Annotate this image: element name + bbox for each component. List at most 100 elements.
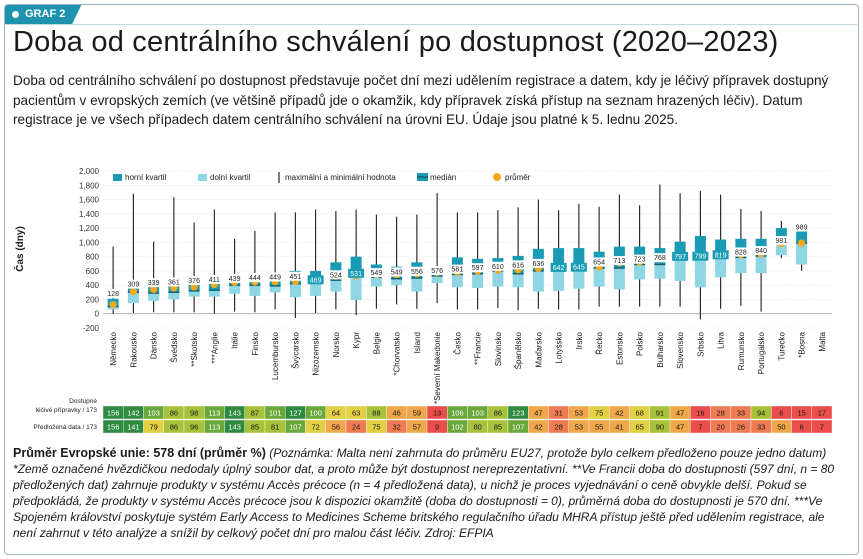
submitted-value: 56 xyxy=(332,423,340,432)
box-upper-quartile xyxy=(674,241,686,260)
available-value: 6 xyxy=(779,409,783,418)
mean-label: 768 xyxy=(654,255,666,262)
country-label: Lotyšsko xyxy=(555,331,564,363)
mean-dot xyxy=(150,285,158,294)
mean-label: 531 xyxy=(350,271,362,278)
box-lower-quartile xyxy=(532,270,544,292)
mean-label-bg xyxy=(692,251,709,261)
mean-label-bg xyxy=(368,268,385,278)
available-value: 86 xyxy=(494,409,502,418)
mean-label-bg xyxy=(429,266,446,276)
available-value: 127 xyxy=(289,409,302,418)
available-value: 47 xyxy=(676,409,684,418)
available-cell xyxy=(811,405,833,420)
mean-label: 128 xyxy=(107,291,119,298)
submitted-value: 79 xyxy=(149,423,157,432)
available-value: 103 xyxy=(147,409,160,418)
box-lower-quartile xyxy=(634,264,646,280)
box-upper-quartile xyxy=(350,256,362,273)
y-tick-label: 1,400 xyxy=(79,210,100,219)
box-upper-quartile xyxy=(775,228,787,243)
mean-label-bg xyxy=(753,246,770,256)
country-label: Irsko xyxy=(575,331,584,349)
country-label: Rumunsko xyxy=(737,331,746,370)
box-lower-quartile xyxy=(492,270,504,287)
mean-label-bg xyxy=(327,270,344,280)
mean-label-bg xyxy=(510,260,527,270)
box-lower-quartile xyxy=(593,268,605,287)
box-lower-quartile xyxy=(208,290,220,297)
country-label: Maďarsko xyxy=(534,331,543,367)
country-label: Švýcarsko xyxy=(291,331,300,368)
y-tick-label: 1,000 xyxy=(79,238,100,247)
box-lower-quartile xyxy=(553,268,565,291)
country-label: **Francie xyxy=(474,331,483,364)
available-value: 53 xyxy=(575,409,583,418)
box-lower-quartile xyxy=(735,257,747,274)
box-lower-quartile xyxy=(391,278,403,286)
figure-tag: GRAF 2 xyxy=(5,5,82,24)
legend-item: horní kvartil xyxy=(125,173,167,182)
submitted-value: 26 xyxy=(737,423,745,432)
country-label: *Bosna xyxy=(798,331,807,357)
box-lower-quartile xyxy=(330,280,342,292)
available-value: 33 xyxy=(737,409,745,418)
country-label: Řecko xyxy=(595,331,604,354)
mean-label-bg xyxy=(206,274,223,284)
country-label: Belgie xyxy=(372,331,381,354)
country-label: *Chorvatsko xyxy=(393,331,402,375)
mean-label-bg xyxy=(165,277,182,287)
submitted-value: 85 xyxy=(251,423,259,432)
available-value: 47 xyxy=(534,409,542,418)
submitted-value: 9 xyxy=(435,423,439,432)
submitted-value: 55 xyxy=(595,423,603,432)
submitted-value: 156 xyxy=(107,423,120,432)
submitted-value: 72 xyxy=(311,423,319,432)
mean-label-bg xyxy=(348,268,365,278)
figure-frame: GRAF 2 xyxy=(4,4,859,555)
mean-dot xyxy=(129,288,137,296)
footnote-text: (Poznámka: Malta není zahrnuta do průměr… xyxy=(13,446,835,540)
mean-label-bg xyxy=(125,279,142,289)
submitted-value: 20 xyxy=(716,423,724,432)
box-lower-quartile xyxy=(694,256,706,288)
available-value: 64 xyxy=(332,409,340,418)
mean-label: 524 xyxy=(330,272,342,279)
mean-label-bg xyxy=(469,263,486,273)
box-lower-quartile xyxy=(431,275,443,284)
box-lower-quartile xyxy=(249,285,261,296)
mean-label-bg xyxy=(591,257,608,267)
submitted-value: 28 xyxy=(554,423,562,432)
country-label: Německo xyxy=(109,331,118,365)
mean-label: 799 xyxy=(695,254,707,261)
submitted-value: 50 xyxy=(777,423,785,432)
mean-label: 451 xyxy=(290,274,302,281)
mean-label: 444 xyxy=(249,275,261,282)
box-lower-quartile xyxy=(370,277,382,287)
mean-label-bg xyxy=(732,247,749,257)
box-lower-quartile xyxy=(613,268,625,290)
mean-dot xyxy=(190,283,198,291)
mean-label-bg xyxy=(186,276,203,286)
box-lower-quartile xyxy=(411,278,423,292)
y-tick-label: 600 xyxy=(86,267,100,276)
mean-label: 819 xyxy=(715,252,727,259)
country-label: Nizozemsko xyxy=(312,331,321,375)
box-lower-quartile xyxy=(573,268,585,289)
mean-label-bg xyxy=(307,275,324,285)
submitted-value: 96 xyxy=(190,423,198,432)
box-lower-quartile xyxy=(512,273,524,288)
country-label: Itálie xyxy=(231,331,240,348)
mean-label-bg xyxy=(570,262,587,272)
figure-tag-label: GRAF 2 xyxy=(25,8,66,20)
box-lower-quartile xyxy=(350,272,362,301)
mean-label: 549 xyxy=(371,270,383,277)
box-lower-quartile xyxy=(715,256,727,278)
country-label: **Skotsko xyxy=(190,331,199,366)
mean-label: 713 xyxy=(614,258,626,265)
mean-label-bg xyxy=(388,267,405,277)
mean-label: 616 xyxy=(512,262,524,269)
country-label: *Severní Makedonie xyxy=(433,331,442,404)
y-tick-label: 0 xyxy=(95,310,100,319)
mean-label: 642 xyxy=(553,265,565,272)
